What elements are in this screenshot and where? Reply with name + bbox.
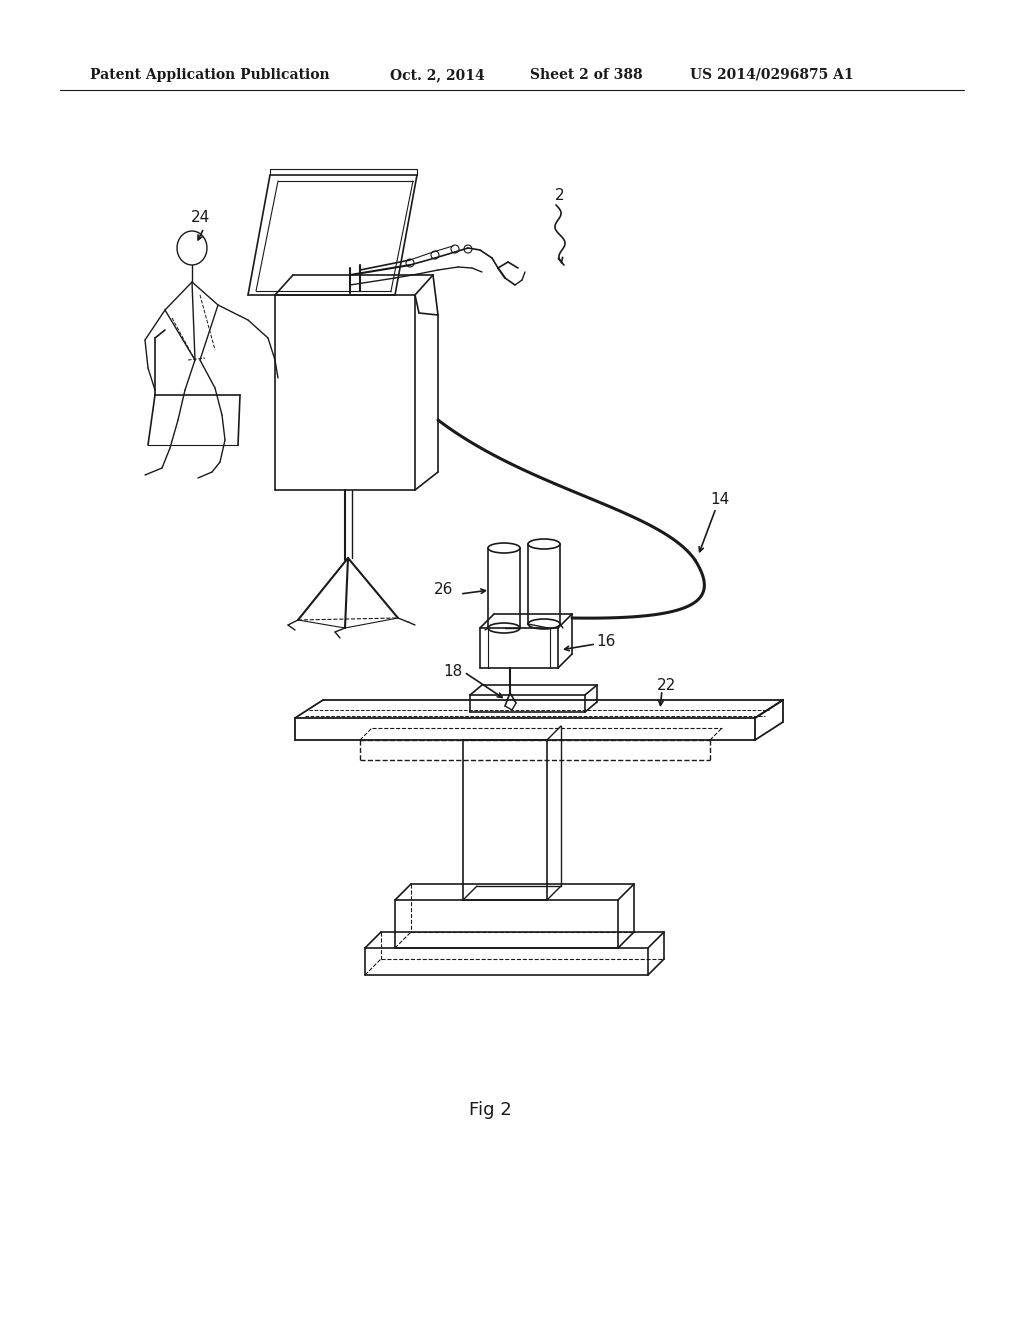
Text: 24: 24 bbox=[190, 210, 210, 226]
Text: 22: 22 bbox=[656, 677, 676, 693]
Text: 14: 14 bbox=[711, 492, 730, 507]
Text: Sheet 2 of 388: Sheet 2 of 388 bbox=[530, 69, 643, 82]
Text: Oct. 2, 2014: Oct. 2, 2014 bbox=[390, 69, 484, 82]
Text: 18: 18 bbox=[443, 664, 463, 680]
Text: US 2014/0296875 A1: US 2014/0296875 A1 bbox=[690, 69, 854, 82]
Text: 2: 2 bbox=[555, 187, 565, 202]
Text: 26: 26 bbox=[434, 582, 454, 598]
Text: 16: 16 bbox=[596, 635, 615, 649]
Text: Fig 2: Fig 2 bbox=[469, 1101, 511, 1119]
Text: Patent Application Publication: Patent Application Publication bbox=[90, 69, 330, 82]
